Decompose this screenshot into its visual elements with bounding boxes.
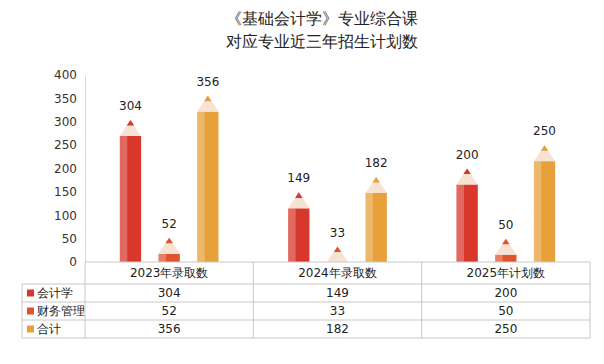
bar-tip [197, 96, 218, 112]
y-tick-label: 50 [62, 232, 77, 246]
bar-tip [534, 145, 555, 161]
bar [120, 136, 141, 262]
legend-label: 会计学 [37, 286, 73, 300]
y-tick-label: 250 [54, 138, 77, 152]
data-label: 304 [119, 99, 142, 113]
y-tick-label: 200 [54, 162, 77, 176]
bar-tip-point [334, 247, 341, 252]
bar-highlight [495, 255, 502, 262]
x-tick-label: 2025年计划数 [467, 266, 546, 280]
data-table: 2023年录取数 2024年录取数 2025年计划数会计学 304 149 200 财务管理… [22, 262, 590, 338]
chart: 《基础会计学》专业综合课对应专业近三年招生计划数0501001502002503… [0, 0, 604, 364]
table-line [85, 262, 590, 263]
legend-label: 财务管理 [37, 304, 85, 318]
y-tick: 200 [54, 162, 85, 176]
table-line [22, 284, 590, 285]
y-tick: 250 [54, 138, 85, 152]
bar-highlight [159, 254, 166, 262]
table-value: 356 [158, 322, 181, 336]
legend-key [27, 308, 34, 315]
title: 对应专业近三年招生计划数 [226, 32, 418, 51]
bar-tip [456, 169, 477, 185]
bar-tip-point [502, 239, 509, 245]
x-tick-label: 2024年录取数 [298, 266, 377, 280]
y-tick: 0 [69, 255, 85, 269]
bar-tip-point [204, 96, 211, 102]
data-label: 182 [365, 156, 388, 170]
table-line [421, 262, 422, 338]
data-label: 33 [330, 226, 345, 240]
table-value: 149 [326, 286, 349, 300]
bar-tip [495, 239, 516, 255]
data-label: 250 [533, 124, 556, 138]
bar-tip [327, 247, 348, 262]
y-tick-label: 300 [54, 115, 77, 129]
y-tick: 400 [54, 68, 85, 82]
bar [366, 193, 387, 262]
y-tick-label: 400 [54, 68, 77, 82]
legend-key [27, 326, 34, 333]
bar-tip-point [463, 169, 470, 175]
legend-label: 合计 [37, 322, 61, 336]
data-label: 200 [456, 148, 479, 162]
data-labels: 304 149 200 52 33 50 356 182 250 [119, 75, 556, 240]
y-tick-label: 100 [54, 209, 77, 223]
data-label: 356 [196, 75, 219, 89]
bar-tip-point [127, 120, 134, 126]
table-value: 304 [158, 286, 181, 300]
table-value: 250 [494, 322, 517, 336]
data-label: 52 [162, 217, 177, 231]
bar-tip [366, 177, 387, 193]
bar [159, 254, 180, 262]
bar [197, 112, 218, 262]
bar [456, 185, 477, 263]
bar [495, 255, 516, 262]
y-tick-label: 0 [69, 255, 77, 269]
table-value: 182 [326, 322, 349, 336]
table-value: 33 [330, 304, 345, 318]
table-value: 50 [498, 304, 513, 318]
table-line [22, 320, 590, 321]
bar-tip-point [541, 145, 548, 151]
legend-key [27, 290, 34, 297]
y-tick-label: 350 [54, 92, 77, 106]
x-tick-label: 2023年录取数 [130, 266, 209, 280]
bar-highlight [197, 112, 204, 262]
table-value: 200 [494, 286, 517, 300]
bar [534, 161, 555, 262]
bar-tip-point [165, 238, 172, 244]
bar-tip [159, 238, 180, 254]
table-line [590, 262, 591, 338]
bar-tip [288, 192, 309, 208]
table-value: 52 [162, 304, 177, 318]
bar-tip [120, 120, 141, 136]
y-tick: 350 [54, 92, 85, 106]
data-label: 50 [498, 218, 513, 232]
table-line [22, 284, 23, 338]
y-axis: 0 50 100 150 200 250 300 350 400 [54, 68, 85, 269]
table-line [253, 262, 254, 338]
bar-highlight [366, 193, 373, 262]
y-tick: 150 [54, 185, 85, 199]
y-tick-label: 150 [54, 185, 77, 199]
bars [120, 96, 555, 262]
bar-highlight [534, 161, 541, 262]
table-line [85, 262, 86, 338]
bar-tip-point [372, 177, 379, 183]
y-tick: 50 [62, 232, 85, 246]
bar-tip-point [295, 192, 302, 198]
bar-highlight [456, 185, 463, 263]
bar-highlight [120, 136, 127, 262]
y-tick: 300 [54, 115, 85, 129]
y-axis-line [85, 76, 86, 263]
bar-highlight [288, 208, 295, 262]
y-tick: 100 [54, 209, 85, 223]
table-line [22, 302, 590, 303]
bar [288, 208, 309, 262]
title: 《基础会计学》专业综合课 [226, 9, 418, 28]
data-label: 149 [287, 171, 310, 185]
table-line [22, 338, 590, 339]
